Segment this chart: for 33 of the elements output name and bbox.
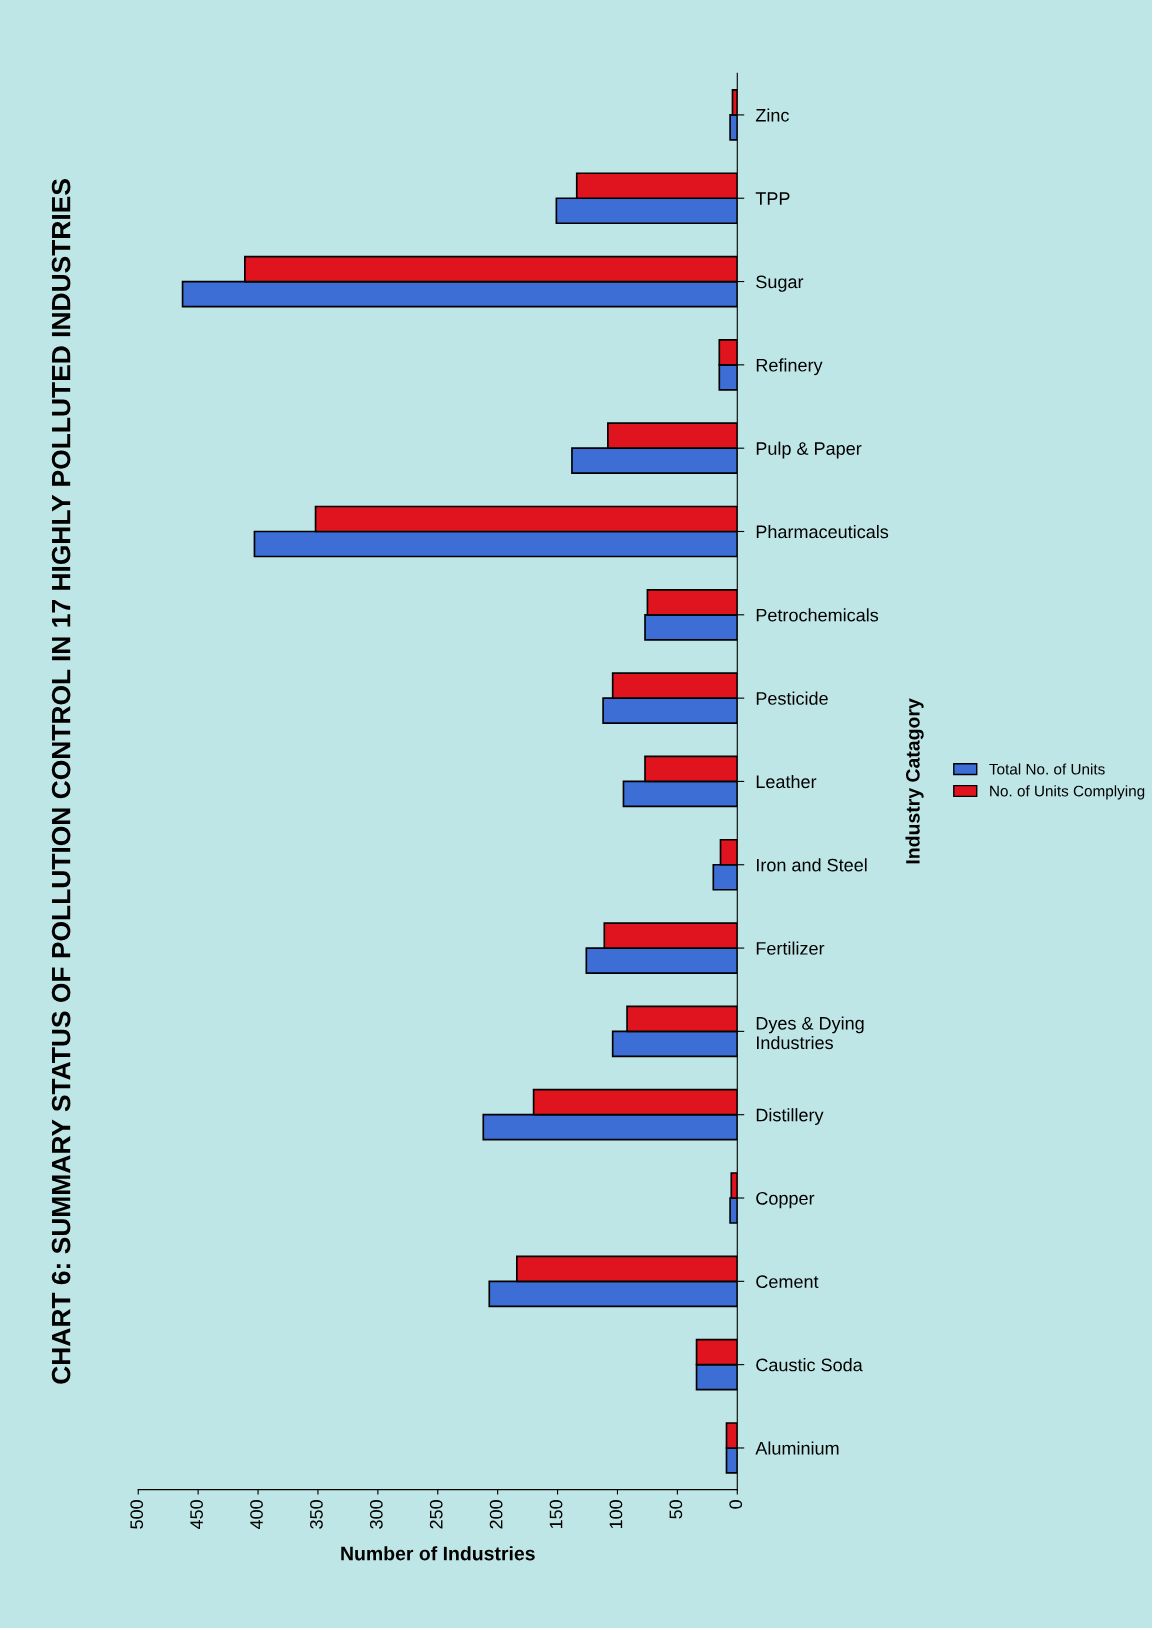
- x-tick-label: 450: [190, 1500, 203, 1530]
- y-tick-label: Petrochemicals: [756, 608, 879, 622]
- x-tick-label: 0: [729, 1500, 743, 1509]
- x-tick-label: 100: [609, 1500, 623, 1529]
- text: CHART 6: SUMMARY STATUS OF POLLUTION CONTROL IN 17 HIGHLY POLLUTED INDUSTRIES: [51, 179, 71, 1384]
- x-axis-title: Number of Industries: [341, 1546, 535, 1561]
- y-tick-label: Sugar: [756, 275, 804, 292]
- y-tick-label: Pulp & Paper: [756, 441, 862, 459]
- legend-label: Total No. of Units: [989, 763, 1105, 775]
- y-tick-label: Pesticide: [756, 691, 828, 705]
- y-tick-label: Aluminium: [755, 1441, 839, 1455]
- x-tick-label: 250: [429, 1500, 443, 1529]
- legend-label: No. of Units Complying: [990, 785, 1145, 800]
- y-tick-label: Copper: [756, 1191, 815, 1209]
- y-tick-label: Leather: [756, 774, 817, 789]
- y-tick-label: Dyes & Dying Industries: [756, 1016, 864, 1050]
- x-tick-label: 300: [369, 1500, 383, 1529]
- x-tick-label: 400: [250, 1500, 263, 1530]
- y-axis-title: Industry Catagory: [905, 698, 924, 864]
- y-tick-label: Distillery: [756, 1108, 824, 1125]
- x-tick-label: 500: [130, 1500, 144, 1529]
- x-tick-label: 200: [489, 1500, 503, 1529]
- y-tick-label: Cement: [756, 1275, 819, 1289]
- y-tick-label: Caustic Soda: [756, 1358, 863, 1372]
- x-tick-label: 350: [310, 1500, 323, 1529]
- y-tick-label: Fertilizer: [756, 941, 825, 955]
- y-tick-label: Pharmaceuticals: [756, 524, 889, 539]
- x-tick-label: 50: [669, 1500, 683, 1519]
- y-tick-label: TPP: [755, 192, 790, 205]
- x-tick-label: 150: [549, 1500, 563, 1529]
- y-tick-label: Iron and Steel: [757, 858, 867, 872]
- y-tick-label: Refinery: [756, 358, 823, 376]
- y-tick-label: Zinc: [755, 108, 789, 122]
